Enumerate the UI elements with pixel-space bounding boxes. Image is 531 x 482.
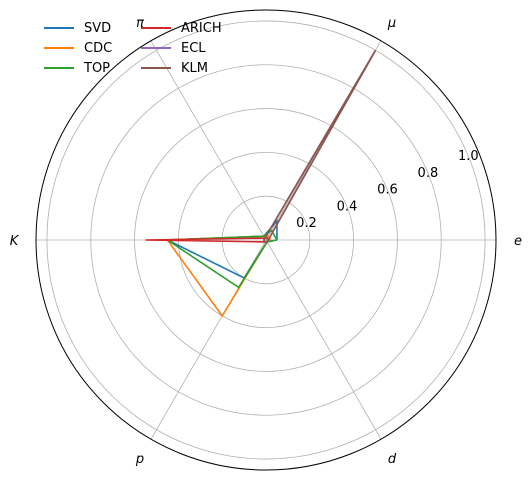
legend-swatch <box>44 27 74 29</box>
radial-tick-labels: 0.2 0.4 0.6 0.8 1.0 <box>296 149 479 231</box>
axis-label: e <box>514 234 522 249</box>
polar-grid <box>36 20 496 460</box>
legend: SVD CDC TOP ARICH ECL KLM <box>44 18 244 82</box>
series-line-klm <box>262 49 377 243</box>
axis-label: p <box>135 452 144 467</box>
legend-item-cdc: CDC <box>44 38 112 58</box>
legend-item-svd: SVD <box>44 18 111 38</box>
radial-tick-label: 0.4 <box>337 199 358 214</box>
legend-label: CDC <box>84 40 113 56</box>
axis-labels: e μ π Kp d <box>10 16 522 467</box>
legend-item-klm: KLM <box>141 58 208 78</box>
legend-swatch <box>44 47 74 49</box>
legend-label: SVD <box>84 20 112 36</box>
legend-item-ecl: ECL <box>141 38 206 58</box>
legend-item-top: TOP <box>44 58 110 78</box>
legend-label: TOP <box>84 60 111 76</box>
legend-item-arich: ARICH <box>141 18 222 38</box>
series-layer <box>145 49 377 318</box>
radial-tick-label: 1.0 <box>458 149 479 164</box>
axis-label: μ <box>387 16 396 31</box>
legend-swatch <box>141 67 171 69</box>
legend-label: ECL <box>181 40 206 56</box>
legend-label: ARICH <box>181 20 222 36</box>
legend-swatch <box>141 27 171 29</box>
grid-spoke <box>150 40 267 241</box>
axis-label: π <box>136 16 144 31</box>
legend-label: KLM <box>181 60 208 76</box>
radial-tick-label: 0.8 <box>418 166 439 181</box>
legend-swatch <box>141 47 171 49</box>
polar-frame <box>35 9 497 471</box>
radial-tick-label: 0.2 <box>296 216 317 231</box>
axis-label: K <box>10 234 20 249</box>
grid-spoke <box>265 239 382 440</box>
legend-swatch <box>44 67 74 69</box>
axis-label: d <box>388 452 397 467</box>
radial-tick-label: 0.6 <box>377 183 398 198</box>
